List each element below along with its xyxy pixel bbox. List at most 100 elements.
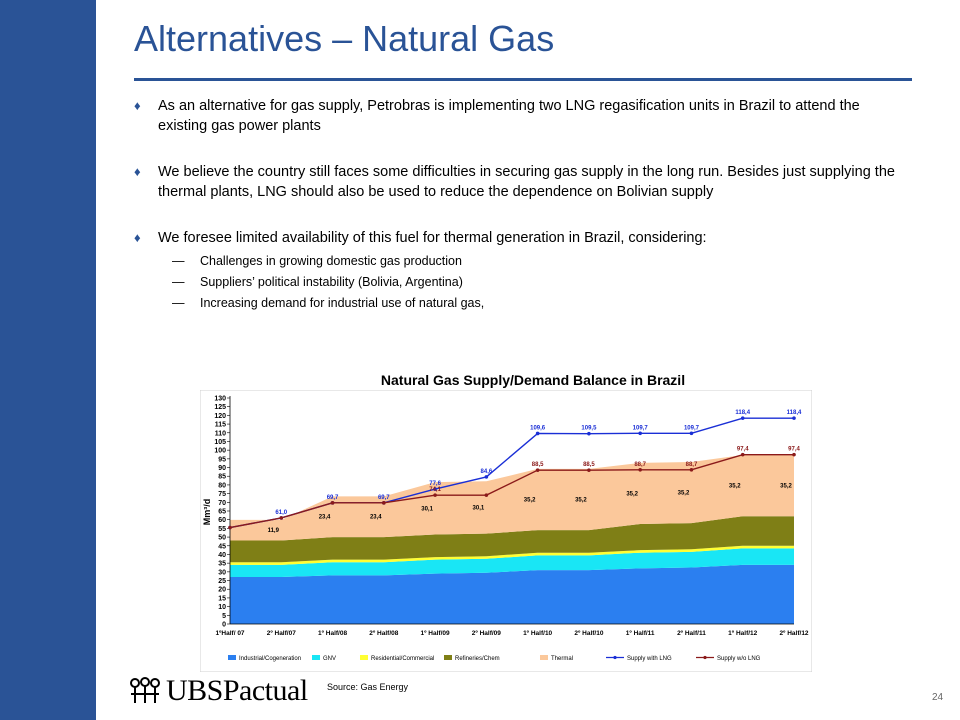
thermal-label: 35,2 bbox=[575, 498, 587, 504]
area-gnv bbox=[230, 548, 794, 578]
y-tick-label: 45 bbox=[218, 543, 226, 550]
series-point bbox=[433, 493, 437, 497]
page-number: 24 bbox=[932, 692, 944, 703]
legend-label: GNV bbox=[323, 656, 336, 662]
y-tick-label: 80 bbox=[218, 482, 226, 489]
series-point bbox=[484, 493, 489, 497]
series-point bbox=[484, 475, 489, 479]
y-axis-title: Mm³/d bbox=[202, 499, 212, 526]
data-label: 109,5 bbox=[581, 426, 597, 432]
legend-marker bbox=[613, 655, 617, 660]
x-tick-label: 1º Half/11 bbox=[626, 630, 655, 637]
legend-label: Supply with LNG bbox=[627, 656, 672, 662]
data-label: 84,6 bbox=[481, 469, 493, 475]
sub-bullet-text: Increasing demand for industrial use of … bbox=[200, 296, 485, 310]
thermal-label: 35,2 bbox=[678, 491, 690, 497]
data-label: 74,1 bbox=[429, 487, 441, 493]
sub-bullet-text: Challenges in growing domestic gas produ… bbox=[200, 254, 462, 268]
series-point bbox=[228, 525, 232, 530]
y-tick-label: 85 bbox=[218, 474, 226, 481]
sub-bullet-text: Suppliers’ political instability (Bolivi… bbox=[200, 275, 463, 289]
x-tick-label: 1ºHalf/ 07 bbox=[215, 630, 244, 637]
x-tick-label: 2º Half/07 bbox=[267, 630, 296, 637]
series-point bbox=[433, 487, 437, 491]
y-tick-label: 130 bbox=[214, 396, 226, 403]
logo-wordmark: UBSPactual bbox=[166, 674, 308, 707]
series-point bbox=[330, 501, 335, 505]
thermal-label: 23,4 bbox=[370, 515, 382, 521]
diamond-bullet-icon: ♦ bbox=[134, 164, 141, 179]
y-tick-label: 75 bbox=[218, 491, 226, 498]
y-tick-label: 10 bbox=[218, 604, 226, 611]
y-tick-label: 115 bbox=[215, 422, 226, 429]
series-point bbox=[740, 452, 745, 457]
title-rule bbox=[34, 78, 912, 81]
diamond-bullet-icon: ♦ bbox=[134, 230, 141, 245]
legend-label: Refineries/Chem bbox=[455, 656, 500, 662]
legend-swatch bbox=[228, 655, 236, 660]
sub-bullet-item: — Suppliers’ political instability (Boli… bbox=[134, 274, 910, 290]
series-point bbox=[689, 467, 694, 472]
x-tick-label: 1º Half/08 bbox=[318, 630, 347, 637]
data-label: 88,5 bbox=[532, 462, 544, 468]
x-tick-label: 2º Half/09 bbox=[472, 630, 501, 637]
thermal-label: 11,9 bbox=[268, 528, 280, 534]
data-label: 109,7 bbox=[684, 425, 700, 431]
sub-bullet-item: — Challenges in growing domestic gas pro… bbox=[134, 253, 910, 269]
series-point bbox=[740, 416, 745, 420]
data-label: 109,6 bbox=[530, 425, 546, 431]
keys-icon bbox=[130, 677, 160, 703]
data-label: 118,4 bbox=[787, 410, 802, 416]
x-tick-label: 2º Half/08 bbox=[369, 630, 398, 637]
series-line-supply-wo-lng bbox=[229, 453, 794, 529]
x-tick-label: 1º Half/12 bbox=[728, 630, 757, 637]
data-label: 118,4 bbox=[735, 410, 750, 416]
bullet-text: We believe the country still faces some … bbox=[158, 164, 895, 200]
area-industrial-cogeneration bbox=[230, 564, 794, 624]
legend-swatch bbox=[444, 655, 452, 660]
series-point bbox=[587, 431, 591, 436]
thermal-label: 30,1 bbox=[473, 505, 485, 511]
thermal-label: 35,2 bbox=[524, 498, 536, 504]
ubs-pactual-logo: UBSPactual bbox=[128, 674, 308, 708]
thermal-label: 35,2 bbox=[729, 484, 741, 490]
series-point bbox=[279, 516, 284, 520]
data-label: 77,6 bbox=[429, 481, 441, 487]
y-tick-label: 25 bbox=[218, 578, 226, 585]
left-accent-bar bbox=[0, 0, 96, 720]
legend-swatch bbox=[360, 655, 368, 660]
thermal-label: 35,2 bbox=[626, 491, 638, 497]
bullet-item: ♦ We foresee limited availability of thi… bbox=[134, 228, 910, 311]
y-tick-label: 70 bbox=[218, 500, 226, 507]
legend-label: Residential/Commercial bbox=[371, 656, 434, 662]
y-tick-label: 0 bbox=[222, 622, 226, 629]
data-label: 69,7 bbox=[378, 495, 390, 501]
thermal-label: 23,4 bbox=[319, 515, 331, 521]
y-tick-label: 110 bbox=[215, 430, 226, 437]
series-point bbox=[638, 467, 642, 472]
area-thermal bbox=[230, 455, 794, 541]
x-tick-label: 1º Half/10 bbox=[523, 630, 552, 637]
series-point bbox=[792, 452, 796, 457]
series-point bbox=[535, 431, 540, 436]
y-tick-label: 40 bbox=[218, 552, 226, 559]
slide-title: Alternatives – Natural Gas bbox=[134, 18, 555, 59]
bullet-text: We foresee limited availability of this … bbox=[158, 230, 707, 246]
chart-title: Natural Gas Supply/Demand Balance in Bra… bbox=[380, 372, 686, 388]
legend-swatch bbox=[540, 655, 548, 660]
y-tick-label: 60 bbox=[218, 517, 226, 524]
y-tick-label: 105 bbox=[214, 439, 226, 446]
y-tick-label: 125 bbox=[214, 404, 226, 411]
y-tick-label: 55 bbox=[218, 526, 226, 533]
series-point bbox=[535, 468, 540, 472]
y-tick-label: 65 bbox=[218, 509, 226, 516]
dash-bullet-icon: — bbox=[172, 254, 185, 268]
x-tick-label: 1º Half/09 bbox=[421, 630, 450, 637]
y-tick-label: 120 bbox=[214, 413, 226, 420]
y-tick-label: 95 bbox=[218, 456, 226, 463]
y-tick-label: 20 bbox=[218, 587, 226, 594]
bullet-item: ♦ We believe the country still faces som… bbox=[134, 162, 910, 202]
dash-bullet-icon: — bbox=[172, 275, 185, 289]
series-point bbox=[792, 416, 796, 420]
dash-bullet-icon: — bbox=[172, 296, 185, 310]
